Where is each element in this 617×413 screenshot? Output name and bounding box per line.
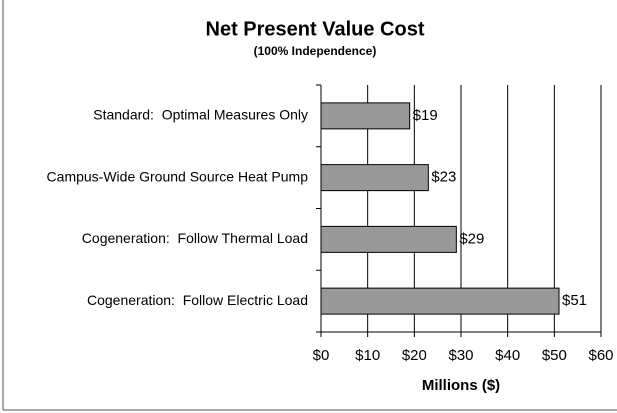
bar (320, 102, 411, 130)
x-tick-label: $60 (588, 347, 613, 364)
bar (320, 287, 560, 315)
data-label: $19 (413, 107, 438, 124)
data-label: $23 (431, 169, 456, 186)
x-axis-title: Millions ($) (422, 377, 500, 394)
chart-subtitle: (100% Independence) (254, 44, 377, 58)
bar (320, 164, 429, 192)
x-tick-label: $0 (313, 347, 330, 364)
chart-title: Net Present Value Cost (206, 18, 425, 40)
x-tick-label: $50 (542, 347, 567, 364)
x-tick-label: $30 (448, 347, 473, 364)
y-tick-label: Standard: Optimal Measures Only (93, 107, 308, 123)
x-tick-label: $40 (495, 347, 520, 364)
y-tick-label: Cogeneration: Follow Thermal Load (82, 230, 308, 246)
y-tick-label: Campus-Wide Ground Source Heat Pump (47, 168, 309, 184)
y-tick-label: Cogeneration: Follow Electric Load (87, 292, 308, 308)
x-tick-label: $20 (402, 347, 427, 364)
data-label: $29 (459, 230, 484, 247)
bar (320, 225, 457, 253)
data-label: $51 (562, 292, 587, 309)
x-tick-label: $10 (355, 347, 380, 364)
